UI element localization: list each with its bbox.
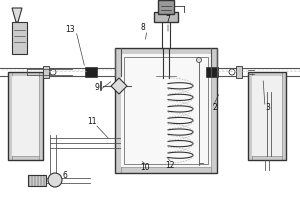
Bar (248, 156, 286, 160)
Bar (43, 66, 49, 78)
Bar (248, 72, 252, 160)
Bar (115, 48, 121, 173)
Bar (121, 54, 211, 167)
Text: 11: 11 (87, 117, 97, 127)
Polygon shape (12, 8, 22, 22)
Bar (158, 0, 174, 14)
Polygon shape (111, 78, 127, 94)
Bar (115, 48, 217, 54)
Text: 12: 12 (165, 160, 175, 170)
Bar (252, 76, 282, 156)
Text: 13: 13 (65, 25, 75, 34)
Bar (28, 175, 46, 186)
Text: 2: 2 (213, 104, 218, 112)
Text: 9: 9 (94, 84, 99, 92)
Bar (211, 48, 217, 173)
Bar (236, 66, 242, 78)
Circle shape (48, 173, 62, 187)
Bar (206, 67, 218, 77)
Bar (12, 76, 39, 156)
Circle shape (196, 58, 202, 62)
Text: 6: 6 (63, 170, 68, 180)
Bar (39, 72, 43, 160)
Bar (154, 12, 178, 22)
Bar (124, 57, 208, 164)
Bar (115, 167, 217, 173)
Text: 8: 8 (141, 23, 146, 32)
Text: 7: 7 (166, 16, 170, 24)
Bar (8, 72, 12, 160)
Bar (8, 72, 43, 76)
Text: 3: 3 (266, 104, 270, 112)
Bar (248, 72, 286, 160)
Bar (248, 72, 286, 76)
Text: 10: 10 (140, 164, 150, 172)
Bar (12, 22, 27, 54)
Bar (85, 67, 97, 77)
Bar (282, 72, 286, 160)
Bar (115, 48, 217, 173)
Bar (8, 156, 43, 160)
Bar (8, 72, 43, 160)
